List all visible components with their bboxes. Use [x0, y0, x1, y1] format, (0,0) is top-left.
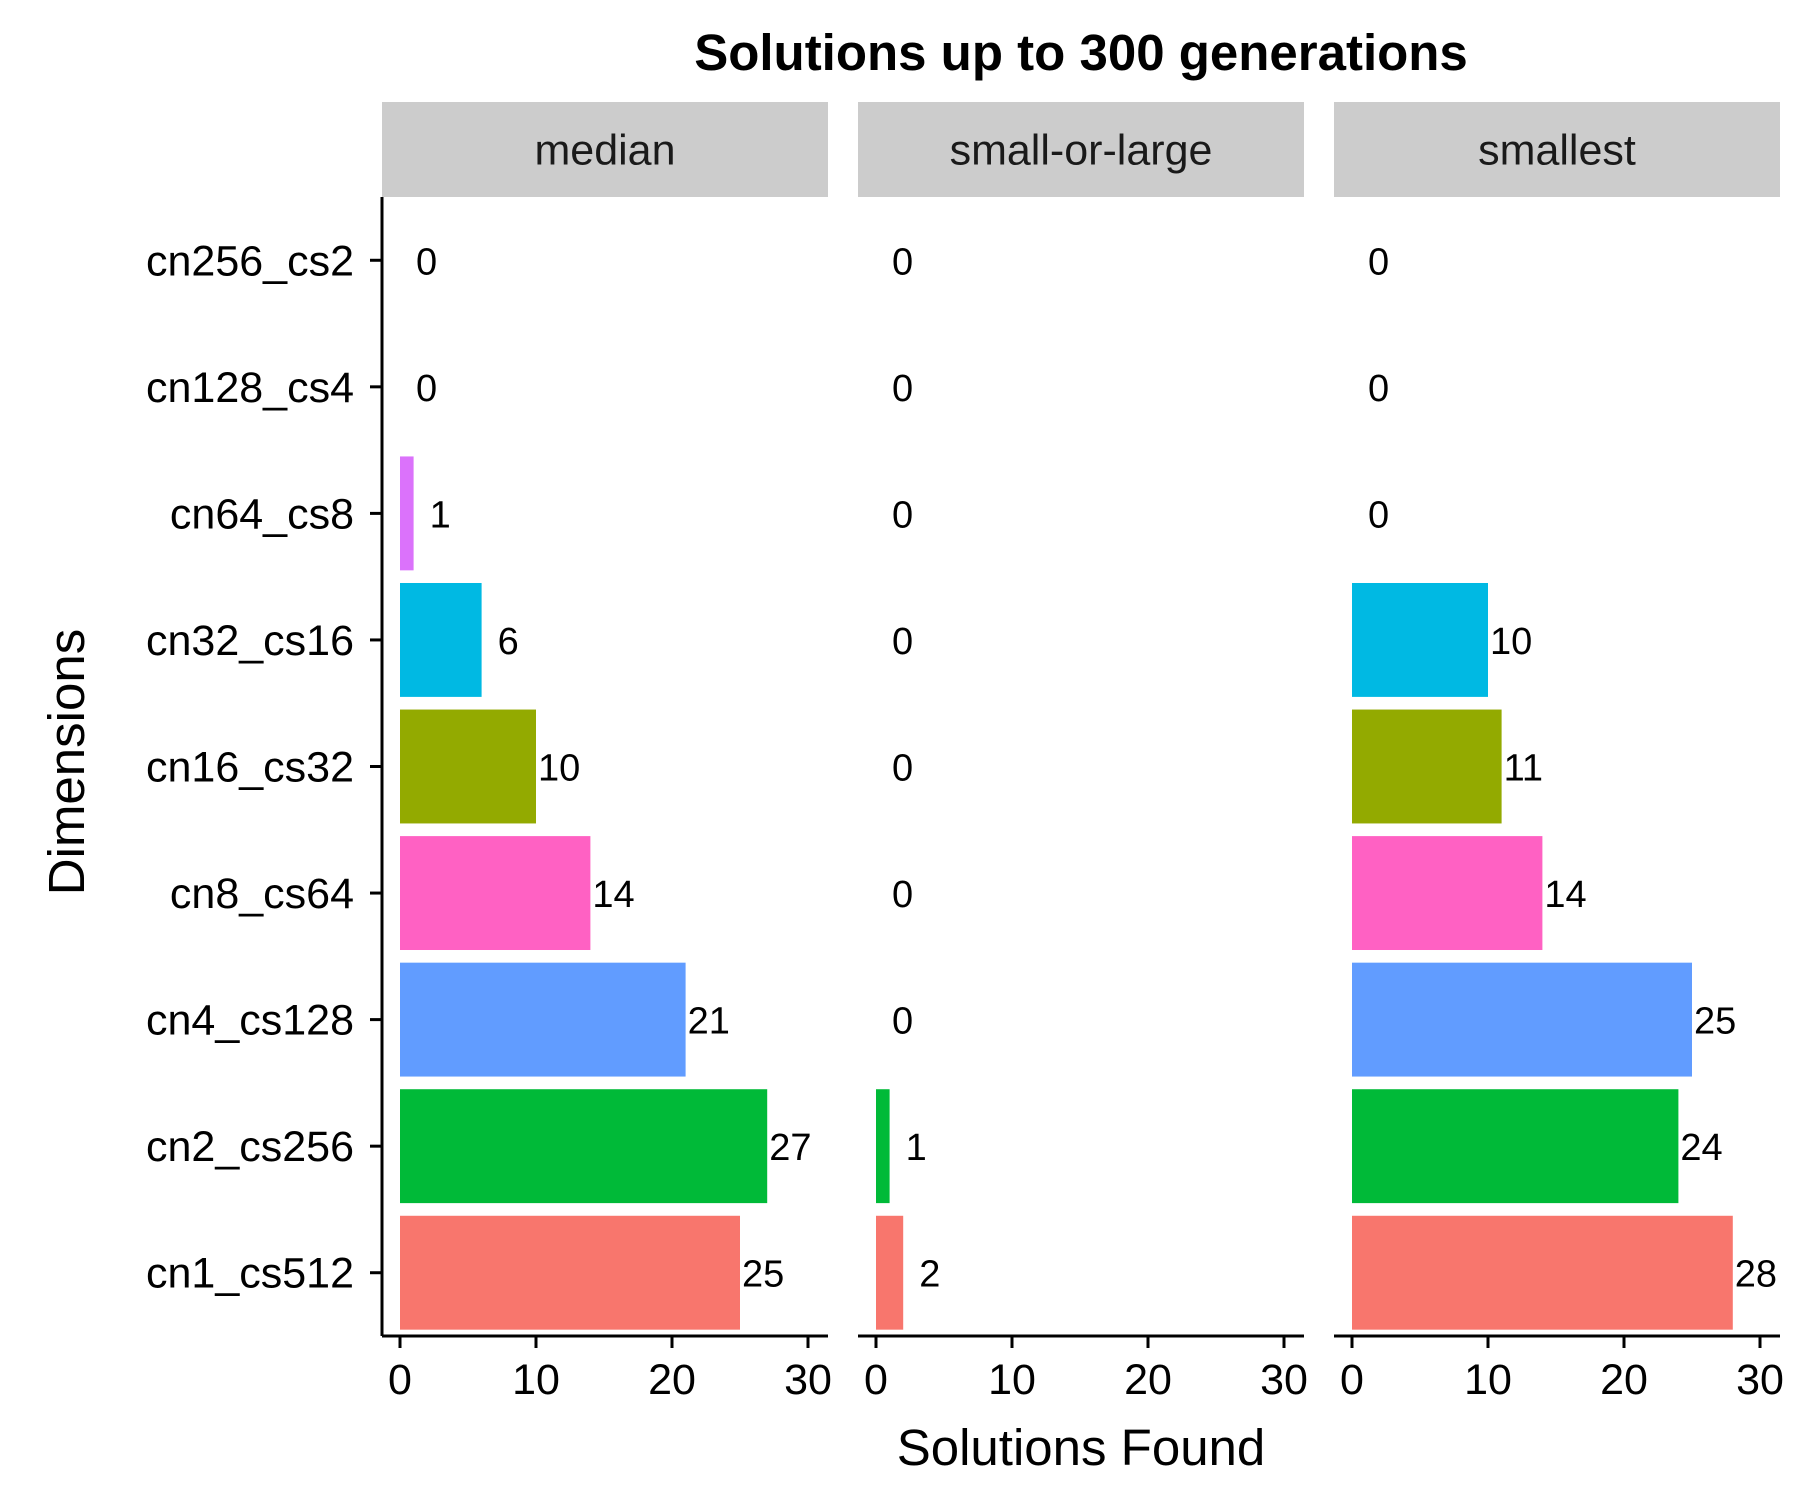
facet-label-smallest: smallest [1478, 127, 1636, 175]
bar-small-or-large-cn1_cs512 [876, 1215, 904, 1330]
bar-median-cn8_cs64 [400, 836, 591, 951]
x-tick-label-small-or-large-20: 20 [1124, 1356, 1172, 1404]
data-label-small-or-large-cn128_cs4: 0 [892, 368, 913, 410]
data-label-median-cn64_cs8: 1 [430, 494, 451, 536]
data-label-smallest-cn8_cs64: 14 [1544, 874, 1586, 916]
data-label-smallest-cn128_cs4: 0 [1368, 368, 1389, 410]
data-label-small-or-large-cn64_cs8: 0 [892, 494, 913, 536]
bar-smallest-cn1_cs512 [1352, 1215, 1733, 1330]
y-tick-label-cn16_cs32: cn16_cs32 [146, 744, 354, 792]
y-tick-label-cn2_cs256: cn2_cs256 [146, 1123, 354, 1171]
data-label-median-cn2_cs256: 27 [769, 1127, 811, 1169]
data-label-median-cn32_cs16: 6 [498, 621, 519, 663]
x-tick-label-smallest-0: 0 [1340, 1356, 1364, 1404]
bar-smallest-cn16_cs32 [1352, 709, 1502, 824]
bar-smallest-cn2_cs256 [1352, 1089, 1679, 1204]
data-label-smallest-cn1_cs512: 28 [1735, 1254, 1777, 1296]
data-label-smallest-cn2_cs256: 24 [1680, 1127, 1722, 1169]
x-tick-label-smallest-10: 10 [1464, 1356, 1512, 1404]
y-tick-label-cn64_cs8: cn64_cs8 [170, 490, 354, 538]
facet-strip-median [382, 102, 828, 197]
bar-smallest-cn8_cs64 [1352, 836, 1543, 951]
data-label-small-or-large-cn32_cs16: 0 [892, 621, 913, 663]
chart-title: Solutions up to 300 generations [694, 24, 1468, 81]
x-tick-label-smallest-30: 30 [1736, 1356, 1784, 1404]
facet-panels: cn1_cs512 cn2_cs256 cn4_cs128 cn8_cs64 cn16_… [146, 102, 1784, 1404]
bar-smallest-cn4_cs128 [1352, 962, 1692, 1077]
y-tick-label-cn256_cs2: cn256_cs2 [146, 237, 354, 285]
facet-label-median: median [534, 127, 675, 175]
x-tick-label-small-or-large-10: 10 [988, 1356, 1036, 1404]
y-tick-label-cn4_cs128: cn4_cs128 [146, 997, 354, 1045]
facet-strip-small-or-large [858, 102, 1304, 197]
data-label-median-cn128_cs4: 0 [416, 368, 437, 410]
x-tick-label-median-30: 30 [784, 1356, 832, 1404]
y-tick-label-cn32_cs16: cn32_cs16 [146, 617, 354, 665]
data-label-smallest-cn256_cs2: 0 [1368, 241, 1389, 283]
bar-median-cn4_cs128 [400, 962, 686, 1077]
data-label-smallest-cn16_cs32: 11 [1504, 748, 1543, 790]
data-label-small-or-large-cn8_cs64: 0 [892, 874, 913, 916]
data-label-small-or-large-cn16_cs32: 0 [892, 748, 913, 790]
bar-small-or-large-cn2_cs256 [876, 1089, 890, 1204]
data-label-small-or-large-cn4_cs128: 0 [892, 1001, 913, 1043]
data-label-median-cn256_cs2: 0 [416, 241, 437, 283]
x-tick-label-small-or-large-30: 30 [1260, 1356, 1308, 1404]
data-label-smallest-cn64_cs8: 0 [1368, 494, 1389, 536]
x-tick-label-small-or-large-0: 0 [864, 1356, 888, 1404]
facet-label-small-or-large: small-or-large [950, 127, 1213, 175]
data-label-smallest-cn32_cs16: 10 [1490, 621, 1532, 663]
data-label-small-or-large-cn1_cs512: 2 [919, 1254, 940, 1296]
bar-median-cn16_cs32 [400, 709, 536, 824]
bar-median-cn32_cs16 [400, 582, 482, 697]
data-label-median-cn16_cs32: 10 [538, 748, 580, 790]
data-label-small-or-large-cn256_cs2: 0 [892, 241, 913, 283]
bar-median-cn2_cs256 [400, 1089, 768, 1204]
facet-strip-smallest [1334, 102, 1780, 197]
data-label-median-cn4_cs128: 21 [688, 1001, 730, 1043]
data-label-median-cn8_cs64: 14 [592, 874, 634, 916]
x-tick-label-smallest-20: 20 [1600, 1356, 1648, 1404]
x-axis-title: Solutions Found [897, 1419, 1266, 1476]
x-tick-label-median-0: 0 [388, 1356, 412, 1404]
bar-median-cn64_cs8 [400, 456, 414, 571]
data-label-smallest-cn4_cs128: 25 [1694, 1001, 1736, 1043]
y-tick-label-cn8_cs64: cn8_cs64 [170, 870, 354, 918]
x-tick-label-median-20: 20 [648, 1356, 696, 1404]
y-tick-label-cn1_cs512: cn1_cs512 [146, 1250, 354, 1298]
bar-smallest-cn32_cs16 [1352, 582, 1488, 697]
y-axis-title: Dimensions [38, 629, 95, 895]
x-tick-label-median-10: 10 [512, 1356, 560, 1404]
facet-smallest: smallest 28 24 25 14 11 10 0 0 0 0 10 20 30 [1334, 102, 1784, 1404]
bar-median-cn1_cs512 [400, 1215, 740, 1330]
y-tick-label-cn128_cs4: cn128_cs4 [146, 364, 354, 412]
data-label-median-cn1_cs512: 25 [742, 1254, 784, 1296]
data-label-small-or-large-cn2_cs256: 1 [906, 1127, 927, 1169]
